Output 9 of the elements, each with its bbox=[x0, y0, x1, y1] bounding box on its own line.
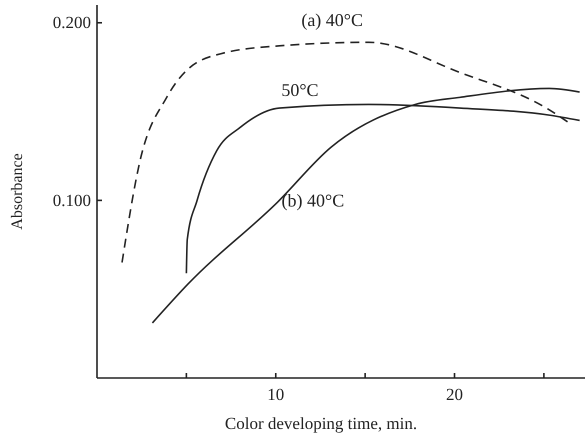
x-axis-title: Color developing time, min. bbox=[224, 414, 418, 433]
series-label: (b) 40°C bbox=[282, 190, 344, 210]
x-tick-label: 20 bbox=[446, 385, 464, 404]
series-label: (a) 40°C bbox=[301, 10, 364, 30]
series-label: 50°C bbox=[281, 80, 319, 100]
y-tick-label: 0.100 bbox=[52, 190, 91, 210]
x-tick-label: 10 bbox=[267, 385, 284, 404]
y-tick-label: 0.200 bbox=[52, 13, 91, 32]
y-axis-title: Absorbance bbox=[9, 153, 26, 230]
